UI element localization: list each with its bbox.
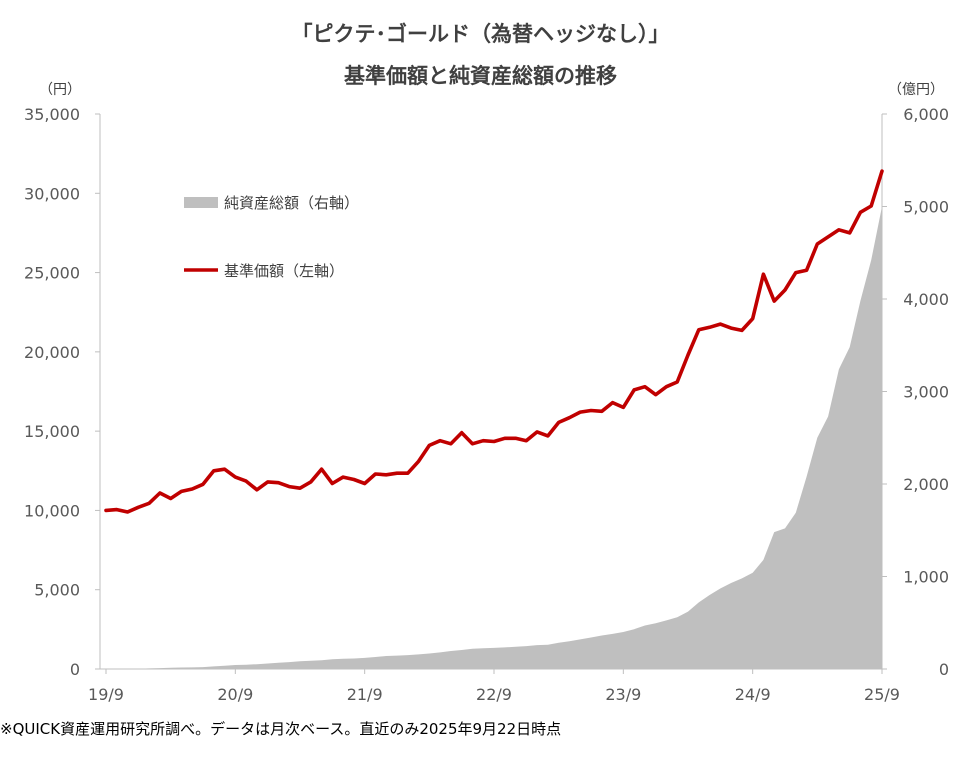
right-axis-tick-label: 0 [939, 660, 949, 679]
x-axis-tick-label: 19/9 [88, 685, 124, 704]
nav-line [104, 169, 884, 514]
legend-swatch-aum [184, 197, 218, 208]
left-axis-tick-label: 0 [70, 660, 80, 679]
right-axis-tick-label: 1,000 [903, 568, 949, 587]
right-axis-tick-label: 5,000 [903, 198, 949, 217]
right-axis-tick-label: 4,000 [903, 290, 949, 309]
footnote: ※QUICK資産運用研究所調べ。データは月次ベース。直近のみ2025年9月22日… [0, 720, 562, 738]
legend-label-nav: 基準価額（左軸） [224, 262, 344, 280]
nav-line-layer [104, 169, 884, 514]
left-axis-tick-label: 35,000 [24, 105, 80, 124]
x-axis-tick-label: 21/9 [347, 685, 383, 704]
left-axis-tick-label: 5,000 [34, 581, 80, 600]
chart-title-line-1: 「ピクテ･ゴールド（為替ヘッジなし）」 [291, 22, 670, 46]
right-axis-tick-label: 2,000 [903, 475, 949, 494]
aum-area-layer [106, 206, 882, 669]
x-axis-tick-label: 22/9 [476, 685, 512, 704]
aum-area [106, 206, 882, 669]
right-axis-unit: （億円） [888, 82, 944, 98]
x-axis-tick-label: 24/9 [735, 685, 771, 704]
right-axis-tick-label: 6,000 [903, 105, 949, 124]
left-axis-tick-label: 30,000 [24, 184, 80, 203]
axes-layer: 0 5,000 10,000 15,000 20,000 25,000 30,000 35,0… [24, 105, 949, 704]
left-axis-tick-label: 25,000 [24, 264, 80, 283]
x-axis-tick-label: 25/9 [864, 685, 900, 704]
right-axis-tick-label: 3,000 [903, 383, 949, 402]
left-axis-unit: （円） [39, 82, 81, 98]
x-axis-tick-label: 20/9 [217, 685, 253, 704]
chart-title-line-2: 基準価額と純資産総額の推移 [344, 64, 617, 88]
legend: 純資産総額（右軸） 基準価額（左軸） [184, 194, 359, 280]
left-axis-tick-label: 20,000 [24, 343, 80, 362]
x-axis-tick-label: 23/9 [605, 685, 641, 704]
left-axis-tick-label: 10,000 [24, 501, 80, 520]
left-axis-tick-label: 15,000 [24, 422, 80, 441]
legend-label-aum: 純資産総額（右軸） [224, 194, 359, 212]
